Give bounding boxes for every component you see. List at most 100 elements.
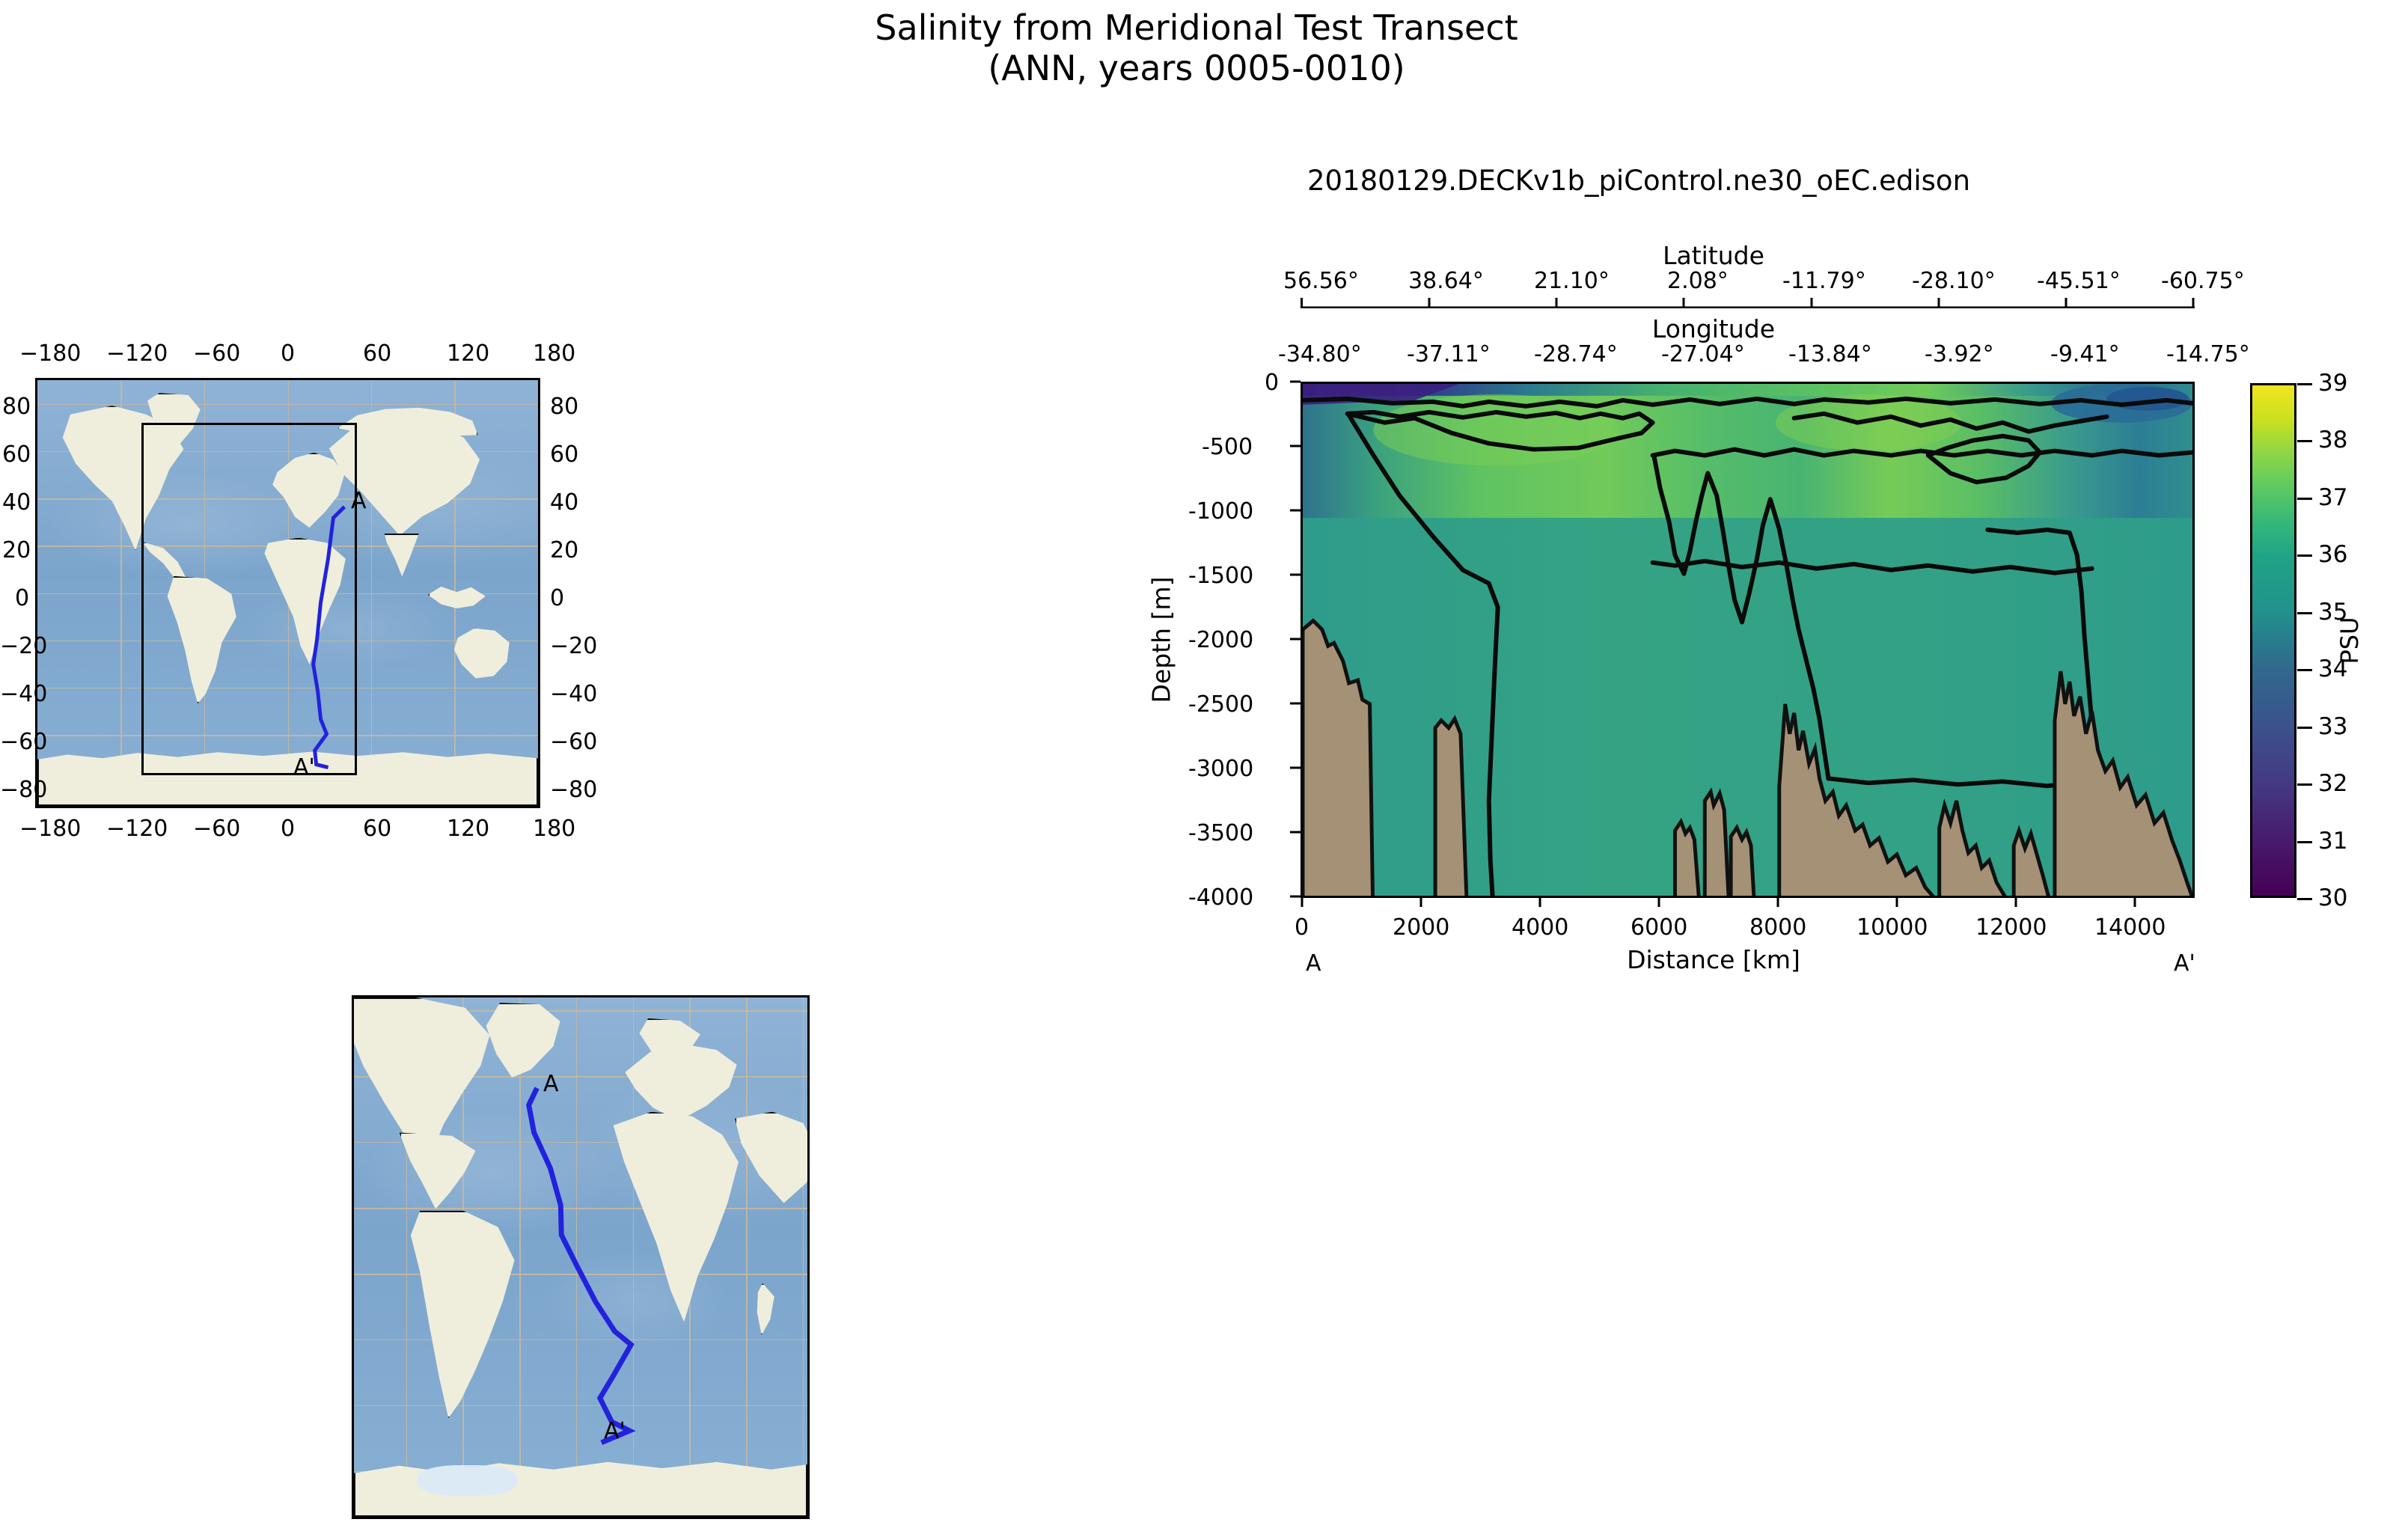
latitude-tick: -28.10° (1912, 268, 1996, 294)
colorbar-label: 34 (2318, 656, 2348, 682)
distance-tick: 0 (1295, 914, 1309, 941)
depth-tick: -1000 (1188, 498, 1254, 525)
map-xtick-bottom: 180 (533, 816, 576, 842)
map-xtick-bottom: −60 (193, 816, 241, 842)
longitude-tick: -13.84° (1788, 341, 1872, 367)
map-ytick-left: −40 (0, 681, 48, 707)
colorbar-tick (2297, 669, 2312, 671)
transect-start-label: A (543, 1071, 559, 1097)
colorbar-tick (2297, 841, 2312, 843)
map-xtick-top: 180 (533, 340, 576, 367)
longitude-tick: -28.74° (1534, 341, 1618, 367)
graticule-line (519, 997, 521, 1517)
salinity-field (1303, 384, 2192, 896)
latitude-tick: -45.51° (2037, 268, 2121, 294)
latitude-tick: 21.10° (1534, 268, 1610, 294)
colorbar-tick (2297, 440, 2312, 442)
colorbar-label: 39 (2318, 370, 2348, 397)
map-ytick-left: −80 (0, 777, 48, 803)
latitude-axis-ticks (1301, 298, 2195, 308)
run-name-label: 20180129.DECKv1b_piControl.ne30_oEC.edis… (1306, 165, 1971, 197)
depth-axis-label: Depth [m] (1146, 576, 1176, 703)
map-xtick-top: −60 (193, 340, 241, 367)
depth-tick: -2000 (1188, 627, 1254, 653)
graticule-line (37, 640, 538, 642)
landmass-antarctica (37, 751, 538, 806)
colorbar-tick (2297, 383, 2312, 385)
longitude-tick: -9.41° (2050, 341, 2120, 367)
map-ytick-right: −60 (550, 729, 598, 755)
graticule-line (354, 1339, 807, 1341)
colorbar-tick (2297, 612, 2312, 614)
map-ytick-left: 40 (2, 489, 31, 516)
colorbar-tick (2297, 554, 2312, 557)
graticule-line (37, 403, 538, 406)
longitude-tick: -34.80° (1278, 341, 1362, 367)
transect-start-label: A (351, 488, 367, 514)
graticule-line (354, 1076, 807, 1078)
depth-tick: -2500 (1188, 691, 1254, 718)
salinity-colorbar[interactable] (2250, 383, 2296, 898)
latitude-tick: 2.08° (1667, 268, 1729, 294)
distance-tick: 4000 (1512, 914, 1569, 941)
map-ytick-right: 80 (550, 394, 579, 420)
longitude-tick: -3.92° (1925, 341, 1994, 367)
graticule-line (575, 997, 578, 1517)
map-ytick-right: 0 (550, 585, 565, 611)
longitude-tick: -14.75° (2166, 341, 2250, 367)
world-map[interactable]: A A' (35, 378, 540, 808)
transect-endpoint-aprime: A' (2174, 950, 2195, 977)
colorbar-label: 36 (2318, 541, 2348, 568)
transect-line (526, 1087, 636, 1446)
figure-title-line1: Salinity from Meridional Test Transect (875, 7, 1518, 48)
distance-tick: 6000 (1631, 914, 1688, 941)
map-ytick-left: 0 (15, 585, 30, 611)
map-ytick-left: 20 (2, 537, 31, 563)
map-xtick-top: 120 (447, 340, 490, 367)
latitude-tick: -11.79° (1782, 268, 1866, 294)
map-ytick-right: −80 (550, 777, 598, 803)
map-xtick-bottom: 0 (281, 816, 296, 842)
distance-tick: 10000 (1856, 914, 1928, 941)
colorbar-tick (2297, 727, 2312, 729)
depth-tick: -3000 (1188, 756, 1254, 782)
transect-line (311, 505, 346, 769)
depth-tick: -4000 (1188, 884, 1254, 911)
graticule-line (746, 997, 748, 1517)
graticule-line (354, 1010, 807, 1012)
map-xtick-top: 0 (281, 340, 296, 367)
longitude-tick: -37.11° (1407, 341, 1491, 367)
longitude-axis-label: Longitude (1651, 314, 1776, 343)
transect-endpoint-a: A (1306, 950, 1321, 977)
regional-inset-map[interactable]: A A' (352, 995, 810, 1519)
map-ytick-right: −20 (550, 633, 598, 659)
graticule-line (354, 1208, 807, 1209)
graticule-line (632, 997, 635, 1517)
colorbar-label: 30 (2318, 884, 2348, 911)
salinity-transect-plot[interactable] (1301, 382, 2195, 898)
depth-tick: -1500 (1188, 563, 1254, 589)
latitude-axis-label: Latitude (1663, 241, 1764, 270)
graticule-line (37, 450, 538, 453)
colorbar-label: 38 (2318, 427, 2348, 453)
map-ytick-right: 60 (550, 441, 579, 468)
depth-axis-ticks (1290, 380, 1301, 898)
map-xtick-top: −120 (106, 340, 168, 367)
map-xtick-bottom: −120 (106, 816, 168, 842)
colorbar-tick (2297, 783, 2312, 786)
latitude-tick: -60.75° (2161, 268, 2245, 294)
distance-axis-ticks (1301, 896, 2136, 907)
depth-tick: -3500 (1188, 820, 1254, 846)
distance-axis-label: Distance [km] (1627, 945, 1800, 974)
colorbar-unit-label: PSU (2335, 617, 2364, 664)
inset-selection-rectangle[interactable] (141, 422, 358, 776)
latitude-tick: 38.64° (1408, 268, 1484, 294)
map-xtick-bottom: −180 (19, 816, 82, 842)
map-ytick-right: −40 (550, 681, 598, 707)
map-xtick-bottom: 60 (363, 816, 392, 842)
graticule-line (802, 997, 804, 1517)
distance-tick: 12000 (1975, 914, 2047, 941)
map-xtick-bottom: 120 (447, 816, 490, 842)
distance-tick: 8000 (1749, 914, 1807, 941)
distance-tick: 2000 (1393, 914, 1450, 941)
